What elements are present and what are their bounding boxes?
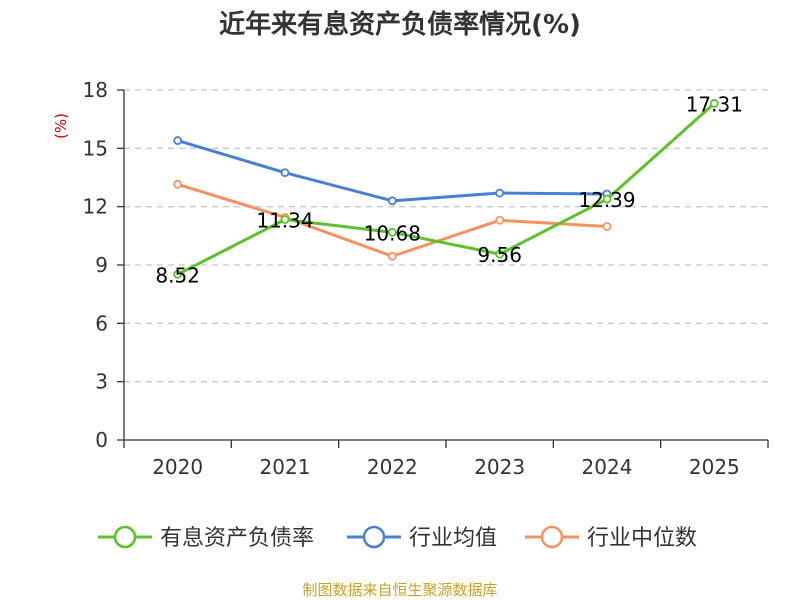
data-labels: 8.52 11.34 10.68 9.56 12.39 17.31 <box>155 92 743 287</box>
legend-swatch-marker <box>113 525 137 549</box>
data-label: 17.31 <box>686 92 743 116</box>
y-tick-label: 15 <box>83 136 108 160</box>
y-tick-label: 0 <box>95 428 108 452</box>
data-point <box>387 196 397 206</box>
legend-label: 有息资产负债率 <box>160 526 314 551</box>
data-point <box>495 188 505 198</box>
data-point <box>280 168 290 178</box>
data-point <box>602 194 612 204</box>
data-point <box>387 251 397 261</box>
series-line <box>176 102 716 276</box>
data-point <box>387 227 397 237</box>
legend-label: 行业均值 <box>409 526 497 551</box>
x-tick-labels: 2020 2021 2022 2023 2024 2025 <box>152 455 740 479</box>
x-tick-label: 2023 <box>474 455 525 479</box>
legend-swatch-marker <box>540 525 564 549</box>
data-point <box>709 99 719 108</box>
source-note: 制图数据来自恒生聚源数据库 <box>302 581 497 599</box>
data-label: 8.52 <box>155 263 200 287</box>
y-tick-label: 18 <box>83 78 108 102</box>
data-point <box>602 222 612 231</box>
y-tick-labels: 0 3 6 9 12 15 18 <box>83 78 108 452</box>
series-line <box>177 139 608 203</box>
series-line <box>177 182 608 258</box>
legend-label: 行业中位数 <box>587 526 697 551</box>
legend: 有息资产负债率 行业均值 行业中位数 <box>98 525 697 551</box>
axes <box>117 89 769 448</box>
x-tick-label: 2024 <box>582 455 633 479</box>
series-layer <box>173 99 719 279</box>
y-tick-label: 3 <box>95 370 108 394</box>
data-point <box>280 215 290 224</box>
data-point <box>173 179 183 189</box>
y-tick-label: 6 <box>95 311 108 335</box>
y-axis-unit-label: (%) <box>52 113 70 139</box>
y-tick-label: 12 <box>83 195 108 219</box>
grid-lines <box>124 89 768 383</box>
x-tick-label: 2021 <box>260 455 311 479</box>
data-point <box>495 249 505 259</box>
x-tick-label: 2020 <box>152 455 203 479</box>
data-point <box>495 215 505 225</box>
data-label: 10.68 <box>364 221 421 245</box>
data-point <box>173 269 183 279</box>
data-label: 11.34 <box>256 209 313 233</box>
y-tick-label: 9 <box>95 253 108 277</box>
legend-swatch-marker <box>362 525 386 549</box>
data-point <box>173 136 183 145</box>
data-label: 9.56 <box>477 243 522 267</box>
chart-title: 近年来有息资产负债率情况(%) <box>219 9 581 40</box>
x-tick-label: 2025 <box>689 455 740 479</box>
data-label: 12.39 <box>578 188 635 212</box>
x-tick-label: 2022 <box>367 455 418 479</box>
